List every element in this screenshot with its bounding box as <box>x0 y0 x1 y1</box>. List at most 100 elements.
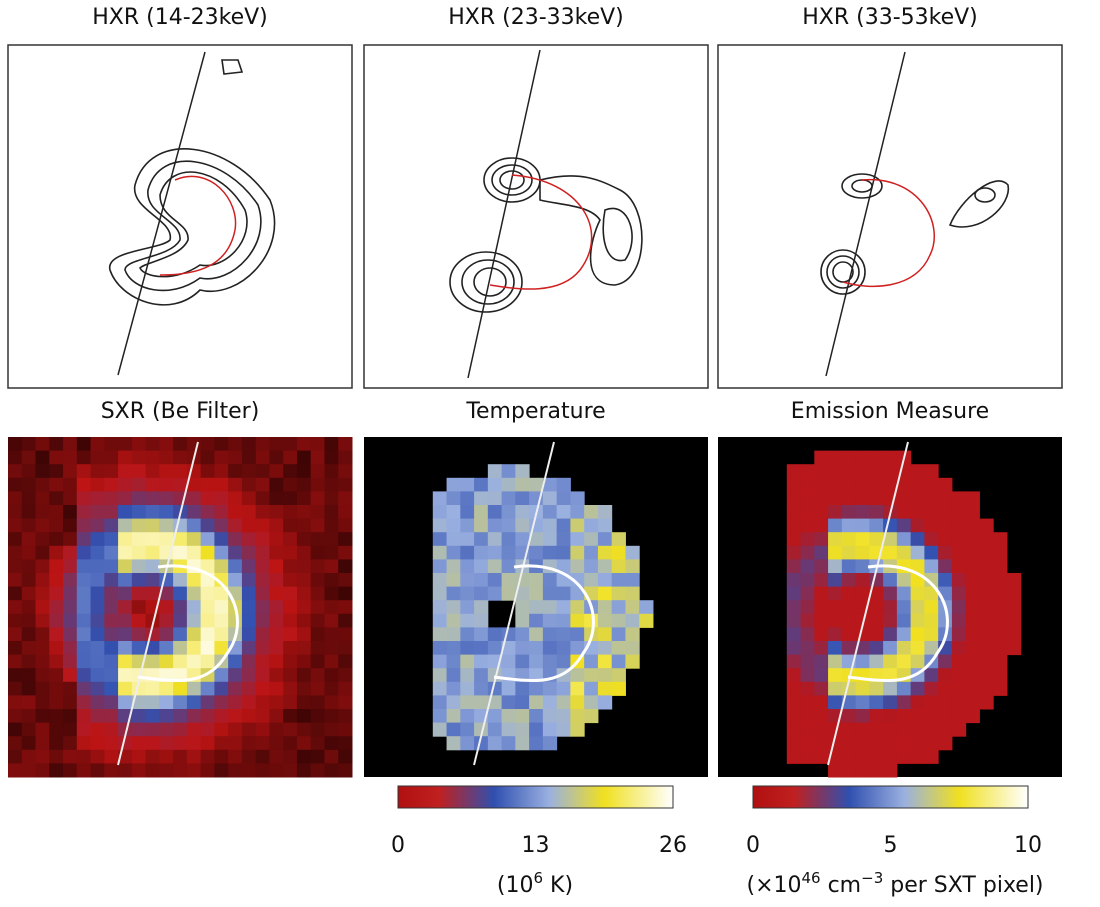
pixel <box>801 600 815 614</box>
panel-frame <box>364 45 708 388</box>
pixel <box>897 573 911 587</box>
pixel <box>22 587 36 601</box>
pixel <box>22 464 36 478</box>
pixel <box>91 532 105 546</box>
pixel <box>77 437 91 451</box>
pixel <box>256 750 270 764</box>
pixel <box>447 682 461 696</box>
pixel <box>433 641 447 655</box>
pixel <box>146 750 160 764</box>
pixel <box>952 573 966 587</box>
pixel <box>869 532 883 546</box>
pixel <box>228 655 242 669</box>
pixel <box>242 750 256 764</box>
pixel <box>952 532 966 546</box>
pixel <box>104 614 118 628</box>
pixel <box>515 736 529 750</box>
colorbar-tick-label: 26 <box>659 833 687 858</box>
pixel <box>104 587 118 601</box>
pixel <box>557 600 571 614</box>
pixel <box>242 464 256 478</box>
pixel <box>187 505 201 519</box>
pixel <box>214 519 228 533</box>
pixel <box>159 478 173 492</box>
hxr-panel <box>8 45 352 388</box>
pixel <box>557 682 571 696</box>
pixel <box>63 573 77 587</box>
pixel <box>502 519 516 533</box>
pixel <box>283 587 297 601</box>
pixel <box>787 641 801 655</box>
pixel <box>283 763 297 777</box>
pixel <box>1007 573 1021 587</box>
pixel <box>897 655 911 669</box>
pixel <box>63 600 77 614</box>
pixel <box>8 709 22 723</box>
pixel <box>502 491 516 505</box>
pixel <box>49 763 63 777</box>
pixel <box>36 750 50 764</box>
pixel <box>36 519 50 533</box>
pixel <box>883 736 897 750</box>
pixel <box>228 532 242 546</box>
pixel <box>132 709 146 723</box>
pixel <box>146 464 160 478</box>
pixel <box>77 763 91 777</box>
pixel <box>787 505 801 519</box>
pixel <box>77 478 91 492</box>
pixel <box>269 655 283 669</box>
pixel <box>814 491 828 505</box>
pixel <box>570 723 584 737</box>
pixel <box>924 695 938 709</box>
pixel <box>228 464 242 478</box>
neutral-line <box>468 50 540 378</box>
pixel <box>159 437 173 451</box>
pixel <box>256 668 270 682</box>
pixel <box>159 709 173 723</box>
pixel <box>828 464 842 478</box>
pixel <box>883 464 897 478</box>
pixel <box>214 559 228 573</box>
pixel <box>598 573 612 587</box>
pixel <box>801 655 815 669</box>
pixel <box>584 546 598 560</box>
pixel <box>311 682 325 696</box>
pixel <box>447 519 461 533</box>
pixel <box>132 723 146 737</box>
pixel <box>447 627 461 641</box>
pixel <box>856 559 870 573</box>
pixel <box>625 614 639 628</box>
pixel <box>801 614 815 628</box>
pixel <box>36 491 50 505</box>
pixel <box>22 532 36 546</box>
pixel <box>584 655 598 669</box>
pixel <box>118 478 132 492</box>
pixel <box>173 709 187 723</box>
pixel <box>324 491 338 505</box>
pixel <box>924 559 938 573</box>
pixel <box>201 695 215 709</box>
pixel <box>8 573 22 587</box>
pixel <box>173 451 187 465</box>
pixel <box>584 695 598 709</box>
pixel <box>269 750 283 764</box>
pixel <box>338 600 352 614</box>
pixel <box>979 668 993 682</box>
pixel <box>952 587 966 601</box>
pixel <box>598 614 612 628</box>
pixel <box>543 723 557 737</box>
pixel <box>625 573 639 587</box>
pixel <box>201 478 215 492</box>
pixel <box>324 559 338 573</box>
pixel <box>557 723 571 737</box>
pixel <box>201 600 215 614</box>
panel-title: Temperature <box>465 399 605 424</box>
pixel <box>256 491 270 505</box>
pixel <box>828 478 842 492</box>
pixel <box>201 682 215 696</box>
pixel <box>966 532 980 546</box>
pixel <box>842 750 856 764</box>
pixel <box>787 655 801 669</box>
pixel <box>584 668 598 682</box>
pixel <box>297 695 311 709</box>
